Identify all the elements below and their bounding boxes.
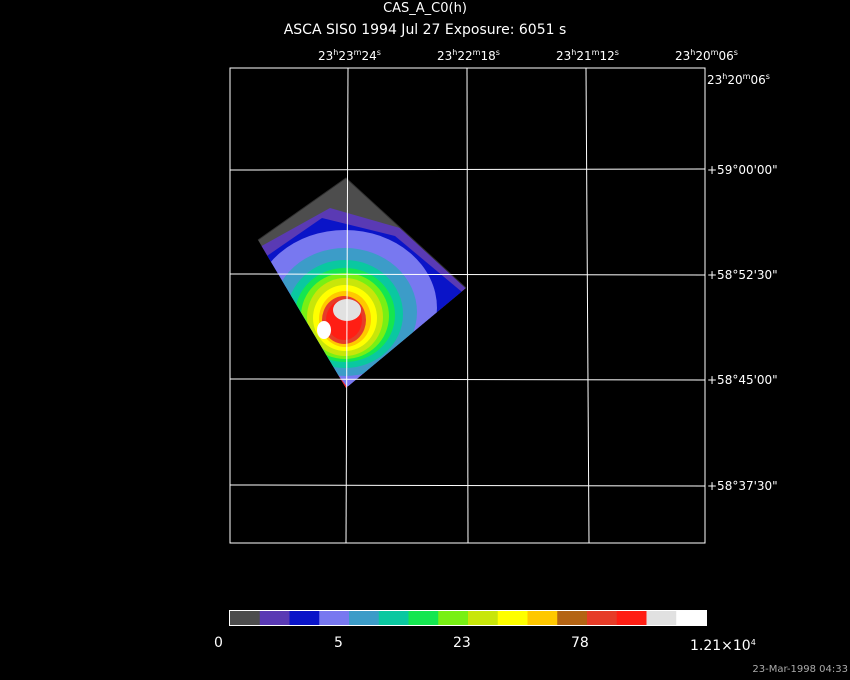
ra-label: 23h23m24s <box>318 48 381 63</box>
dec-label: +58°37'30" <box>707 479 778 493</box>
colorbar <box>229 610 707 626</box>
timestamp: 23-Mar-1998 04:33 <box>752 664 848 675</box>
dec-label: +59°00'00" <box>707 163 778 177</box>
observation-subtitle: ASCA SIS0 1994 Jul 27 Exposure: 6051 s <box>283 22 567 38</box>
colorbar-segment <box>289 611 320 625</box>
colorbar-segment <box>527 611 558 625</box>
colorbar-tick-label: 0 <box>214 635 223 651</box>
colorbar-segment <box>676 611 707 625</box>
colorbar-segment <box>319 611 350 625</box>
colorbar-segment <box>616 611 647 625</box>
colorbar-segment <box>438 611 469 625</box>
dec-label: +58°52'30" <box>707 268 778 282</box>
ra-label: 23h21m12s <box>556 48 619 63</box>
colorbar-segment <box>259 611 290 625</box>
ra-label: 23h20m06s <box>675 48 738 63</box>
colorbar-tick-label: 5 <box>334 635 343 651</box>
xray-image <box>257 177 467 388</box>
coordinate-grid <box>229 67 706 544</box>
colorbar-segment <box>408 611 439 625</box>
ra-label: 23h22m18s <box>437 48 500 63</box>
colorbar-segment <box>587 611 618 625</box>
colorbar-segment <box>230 611 261 625</box>
object-title: CAS_A_C0(h) <box>383 1 467 16</box>
colorbar-segment <box>497 611 528 625</box>
colorbar-segment <box>468 611 499 625</box>
colorbar-segment <box>378 611 409 625</box>
colorbar-frame <box>229 610 707 626</box>
ra-corner-label: 23h20m06s <box>707 72 770 87</box>
colorbar-tick-label: 23 <box>453 635 471 651</box>
colorbar-segment <box>349 611 380 625</box>
colorbar-tick-label: 1.21×104 <box>690 638 756 654</box>
colorbar-segment <box>557 611 588 625</box>
peak-region-secondary <box>317 321 331 339</box>
colorbar-segment <box>646 611 677 625</box>
dec-label: +58°45'00" <box>707 373 778 387</box>
colorbar-tick-label: 78 <box>571 635 589 651</box>
